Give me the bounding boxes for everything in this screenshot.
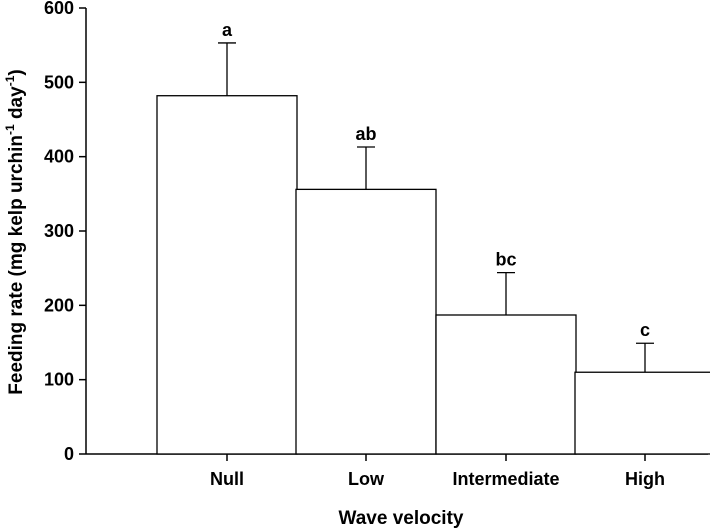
- significance-label: a: [222, 20, 233, 40]
- y-axis-title-sup1: -1: [3, 124, 17, 135]
- x-axis-title: Wave velocity: [339, 508, 464, 529]
- y-axis-title-main: Feeding rate (mg kelp urchin: [6, 135, 27, 395]
- x-tick-label: High: [625, 469, 665, 489]
- x-tick-label: Null: [210, 469, 244, 489]
- y-axis-title-mid: day: [6, 86, 27, 124]
- bar: [435, 314, 577, 455]
- error-bars: [218, 42, 654, 373]
- y-tick-label: 400: [44, 147, 74, 167]
- y-axis-title: Feeding rate (mg kelp urchin-1 day-1): [3, 69, 27, 394]
- y-axis-title-sup2: -1: [3, 75, 17, 86]
- significance-label: c: [640, 320, 650, 340]
- y-tick-label: 0: [64, 444, 74, 464]
- bars: [156, 95, 710, 455]
- significance-labels: a ab bc c: [222, 20, 650, 340]
- significance-label: bc: [495, 250, 516, 270]
- bar: [295, 188, 437, 455]
- x-tick-label: Low: [348, 469, 385, 489]
- x-tick-label: Intermediate: [452, 469, 559, 489]
- significance-label: ab: [355, 124, 376, 144]
- bar: [156, 95, 298, 455]
- bar: [574, 371, 710, 455]
- y-tick-label: 100: [44, 370, 74, 390]
- y-tick-label: 500: [44, 72, 74, 92]
- y-tick-label: 200: [44, 295, 74, 315]
- ticks: 0 100 200 300 400 500 600 Null Low Intermediate Hi…: [44, 0, 665, 489]
- y-tick-label: 300: [44, 221, 74, 241]
- y-axis-title-end: ): [6, 69, 27, 75]
- y-tick-label: 600: [44, 0, 74, 18]
